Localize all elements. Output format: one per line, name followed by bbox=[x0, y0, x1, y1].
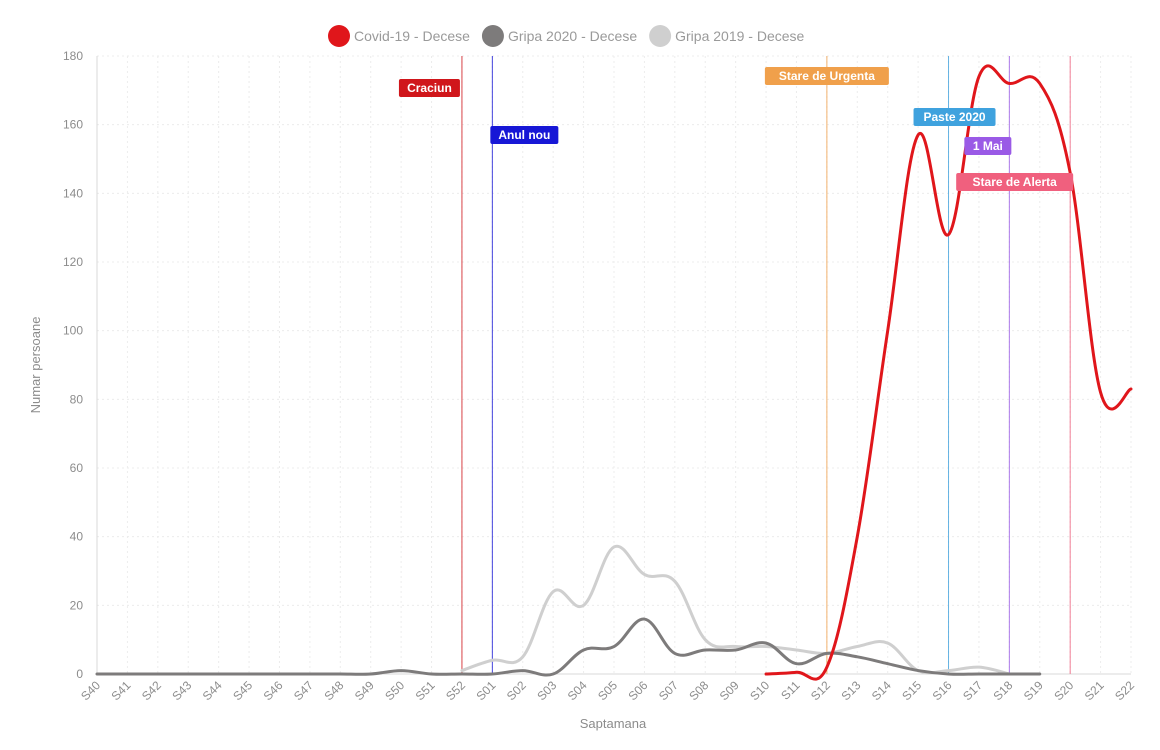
x-tick-label: S17 bbox=[960, 678, 985, 703]
x-tick-label: S40 bbox=[78, 678, 103, 703]
x-tick-label: S09 bbox=[717, 678, 742, 703]
y-tick-label: 60 bbox=[70, 461, 84, 475]
x-tick-label: S51 bbox=[413, 678, 438, 703]
annotation-labels: Craciun Anul nou Stare de Urgenta Paste 202… bbox=[398, 67, 1074, 191]
y-axis: 0 20 40 60 80 100 120 140 160 180 bbox=[63, 49, 83, 681]
annotation-label: Anul nou bbox=[498, 128, 550, 142]
annotation-box bbox=[764, 67, 889, 85]
legend: Covid-19 - Decese Gripa 2020 - Decese Grip… bbox=[328, 25, 805, 47]
x-tick-label: S42 bbox=[139, 678, 164, 703]
x-axis: S40 S41 S42 S43 S44 S45 S46 S47 S48 S49 S50 S51 S52 S… bbox=[78, 678, 1137, 703]
x-tick-label: S43 bbox=[169, 678, 194, 703]
x-tick-label: S01 bbox=[473, 678, 498, 703]
x-tick-label: S14 bbox=[869, 678, 894, 703]
x-tick-label: S45 bbox=[230, 678, 255, 703]
x-tick-label: S02 bbox=[504, 678, 529, 703]
y-tick-label: 40 bbox=[70, 530, 84, 544]
x-tick-label: S11 bbox=[778, 678, 803, 703]
legend-swatch bbox=[328, 25, 350, 47]
x-tick-label: S49 bbox=[352, 678, 377, 703]
x-tick-label: S04 bbox=[565, 678, 590, 703]
x-tick-label: S50 bbox=[382, 678, 407, 703]
x-tick-label: S52 bbox=[443, 678, 468, 703]
y-axis-title: Numar persoane bbox=[28, 317, 43, 414]
y-tick-label: 120 bbox=[63, 255, 83, 269]
x-tick-label: S07 bbox=[656, 678, 681, 703]
legend-swatch bbox=[649, 25, 672, 47]
series-line-gripa-2019-decese bbox=[460, 544, 1011, 676]
annotation-label: Stare de Urgenta bbox=[779, 69, 875, 83]
annotation-box bbox=[398, 79, 460, 97]
annotation-box bbox=[913, 108, 996, 126]
x-tick-label: S20 bbox=[1051, 678, 1076, 703]
y-tick-label: 160 bbox=[63, 118, 83, 132]
x-tick-label: S46 bbox=[261, 678, 286, 703]
annotation-label: Stare de Alerta bbox=[973, 175, 1058, 189]
annotation-label: 1 Mai bbox=[973, 139, 1003, 153]
x-tick-label: S08 bbox=[686, 678, 711, 703]
x-tick-label: S48 bbox=[321, 678, 346, 703]
x-tick-label: S03 bbox=[534, 678, 559, 703]
x-tick-label: S15 bbox=[899, 678, 924, 703]
x-tick-label: S22 bbox=[1112, 678, 1137, 703]
y-tick-label: 0 bbox=[76, 667, 83, 681]
series-line-gripa-2020-decese bbox=[95, 617, 1042, 677]
x-tick-label: S05 bbox=[595, 678, 620, 703]
x-axis-title: Saptamana bbox=[580, 716, 647, 731]
x-tick-label: S19 bbox=[1021, 678, 1046, 703]
x-tick-label: S06 bbox=[626, 678, 651, 703]
y-tick-label: 80 bbox=[70, 392, 84, 406]
legend-label: Gripa 2020 - Decese bbox=[508, 28, 637, 44]
x-tick-label: S18 bbox=[990, 678, 1015, 703]
y-tick-label: 140 bbox=[63, 186, 83, 200]
annotation-box bbox=[956, 173, 1074, 191]
y-tick-label: 100 bbox=[63, 324, 83, 338]
legend-label: Covid-19 - Decese bbox=[354, 28, 470, 44]
x-tick-label: S13 bbox=[838, 678, 863, 703]
annotation-label: Paste 2020 bbox=[923, 110, 985, 124]
y-tick-label: 20 bbox=[70, 598, 84, 612]
annotation-box bbox=[490, 126, 559, 144]
x-tick-label: S16 bbox=[930, 678, 955, 703]
legend-swatch bbox=[481, 25, 504, 47]
x-tick-label: S21 bbox=[1082, 678, 1107, 703]
annotation-lines bbox=[461, 56, 1071, 674]
x-tick-label: S41 bbox=[109, 678, 134, 703]
legend-label: Gripa 2019 - Decese bbox=[675, 28, 804, 44]
y-tick-label: 180 bbox=[63, 49, 83, 63]
x-tick-label: S12 bbox=[808, 678, 833, 703]
x-tick-label: S10 bbox=[747, 678, 772, 703]
annotation-label: Craciun bbox=[407, 81, 452, 95]
annotation-box bbox=[964, 137, 1012, 155]
x-tick-label: S44 bbox=[200, 678, 225, 703]
x-tick-label: S47 bbox=[291, 678, 316, 703]
